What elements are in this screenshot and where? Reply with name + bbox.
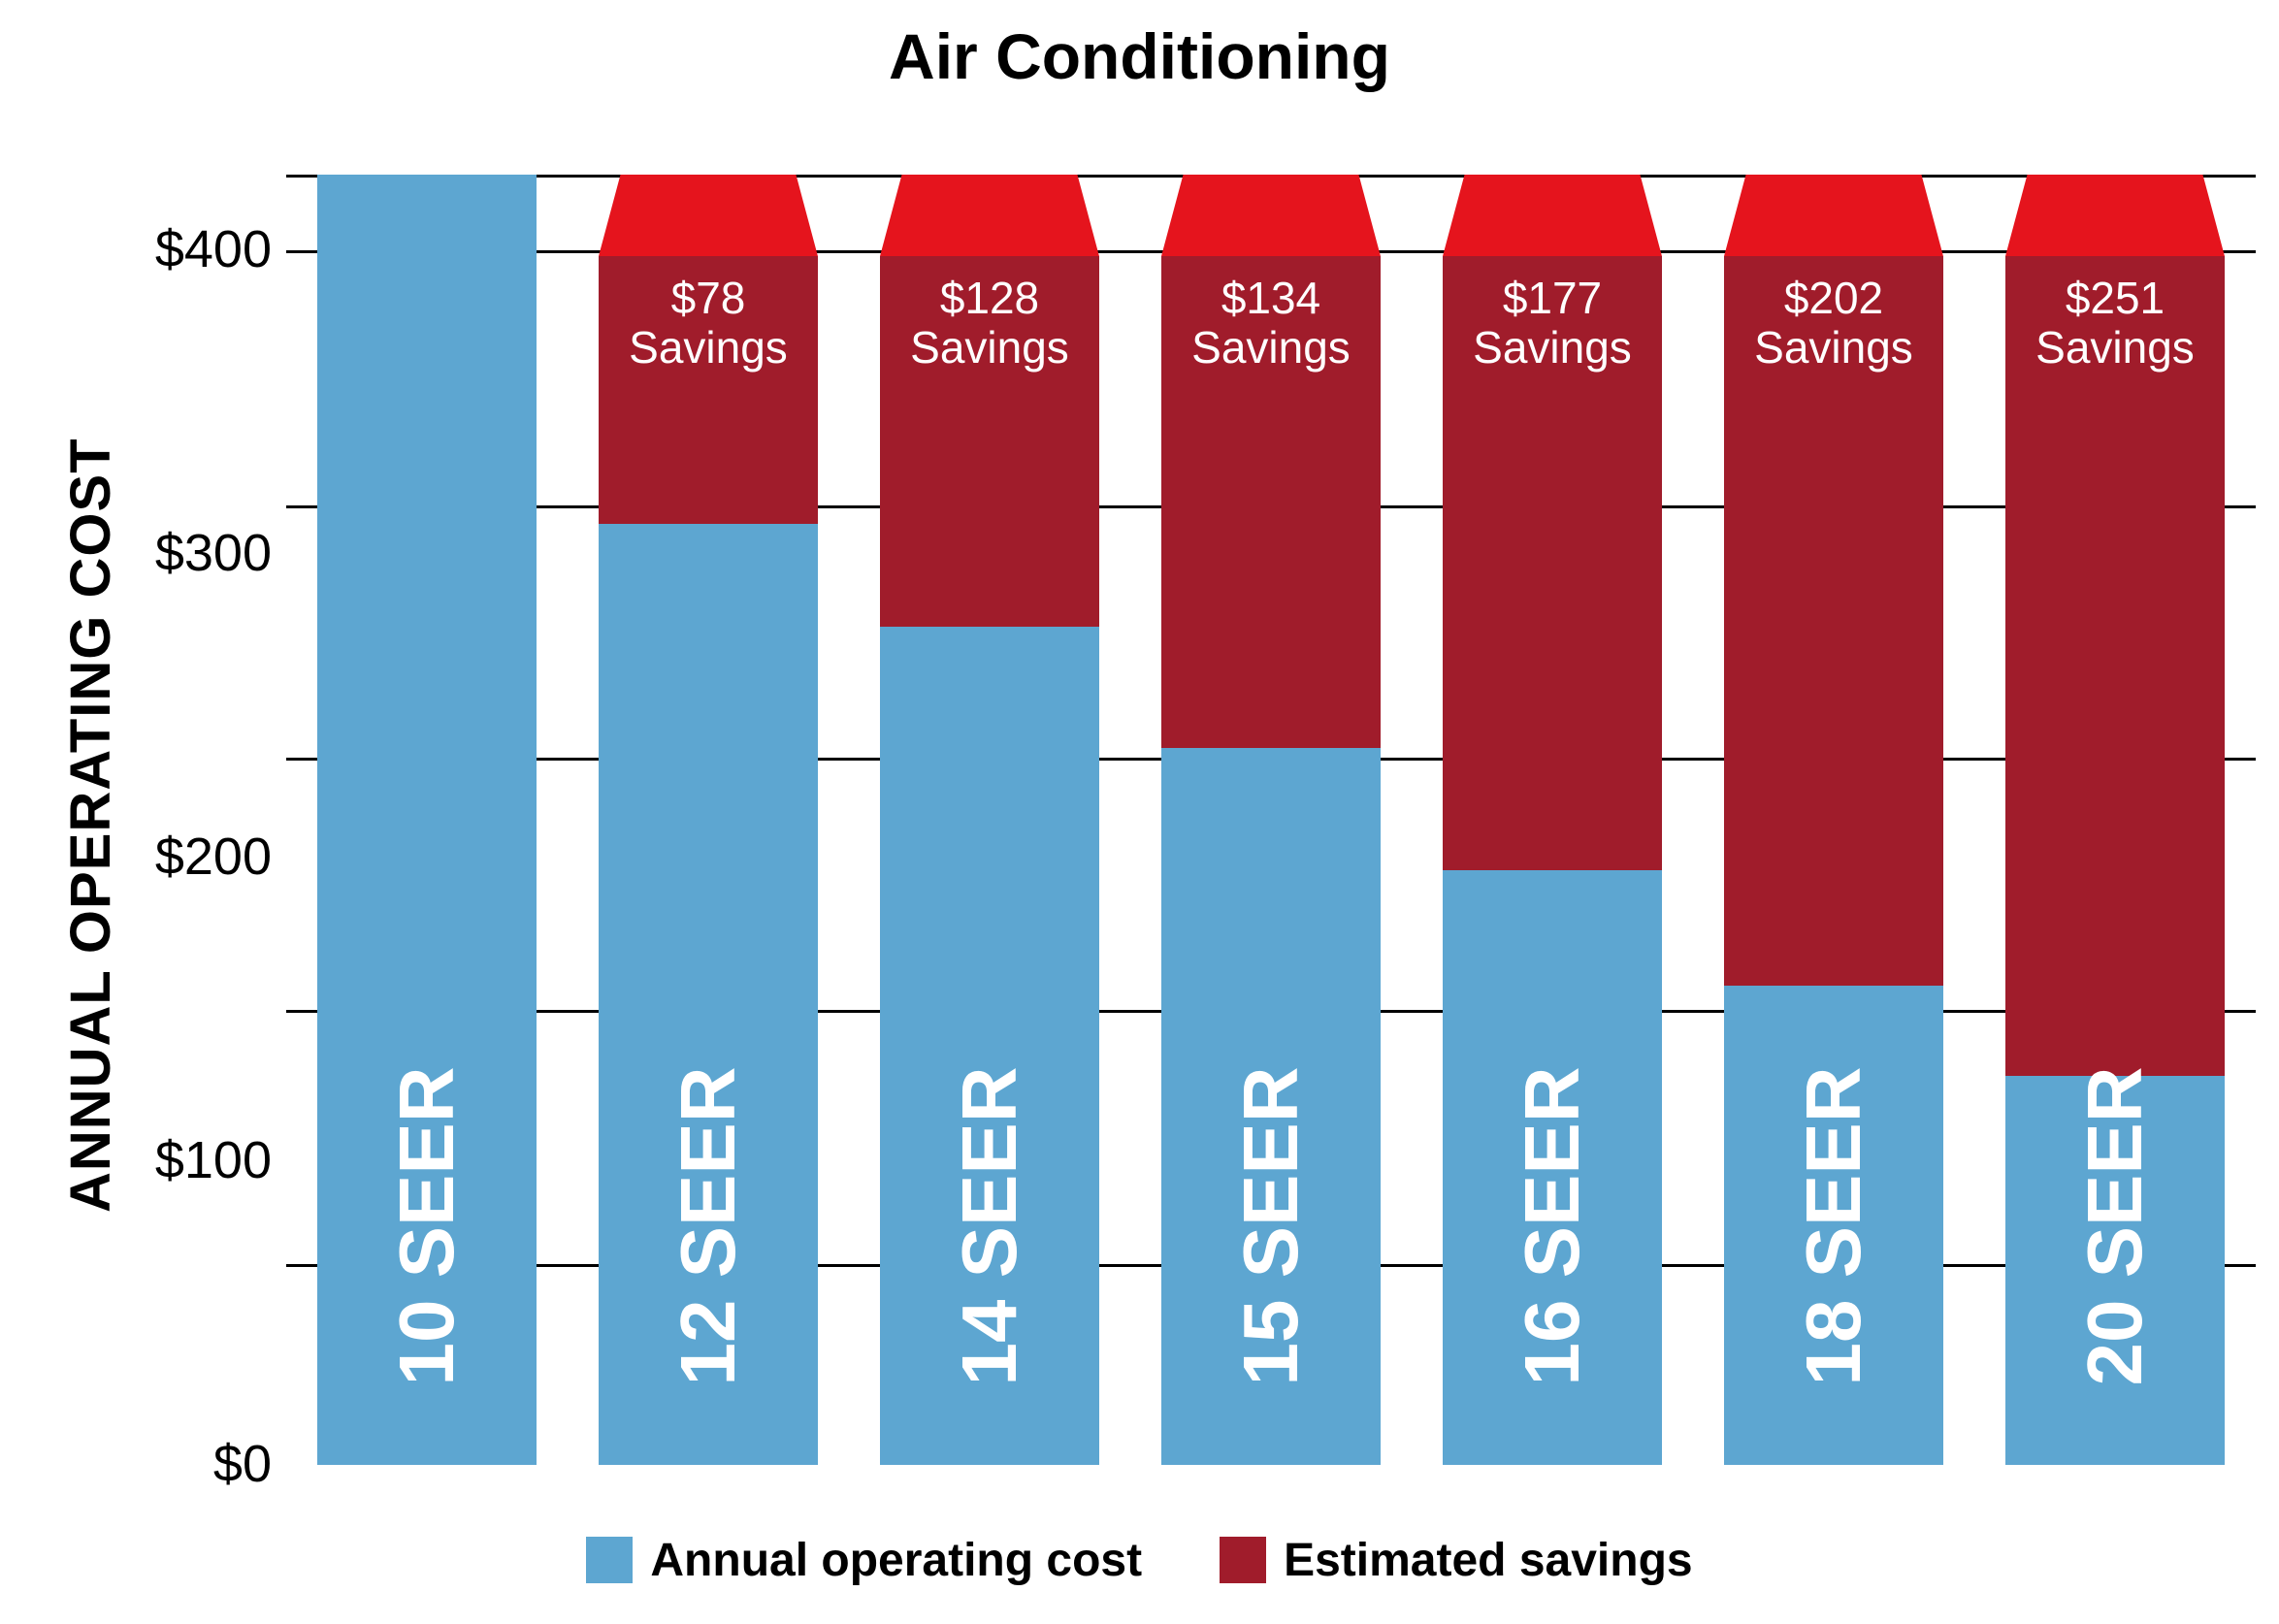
- bar-group: 10 SEER: [317, 175, 537, 1465]
- y-tick-label: $200: [155, 827, 272, 887]
- category-label: 14 SEER: [945, 1066, 1034, 1385]
- savings-amount: $78: [671, 273, 746, 323]
- cap-shape: [2005, 175, 2225, 256]
- category-label: 20 SEER: [2070, 1066, 2160, 1385]
- savings-word: Savings: [2035, 322, 2195, 373]
- savings-bar: [2005, 256, 2225, 1076]
- category-label: 15 SEER: [1226, 1066, 1316, 1385]
- category-label: 12 SEER: [664, 1066, 753, 1385]
- chart-container: Air Conditioning ANNUAL OPERATING COST 1…: [0, 0, 2279, 1624]
- savings-word: Savings: [1754, 322, 1913, 373]
- bar-group: $78Savings 12 SEER: [599, 175, 818, 1465]
- bar-group: $251Savings 20 SEER: [2005, 175, 2225, 1465]
- legend-label: Estimated savings: [1284, 1534, 1693, 1587]
- savings-amount: $128: [940, 273, 1039, 323]
- savings-label: $202Savings: [1724, 274, 1943, 372]
- category-label: 16 SEER: [1508, 1066, 1597, 1385]
- y-tick-label: $0: [213, 1434, 272, 1494]
- savings-amount: $202: [1784, 273, 1883, 323]
- y-tick-label: $100: [155, 1130, 272, 1190]
- savings-amount: $251: [2066, 273, 2165, 323]
- cap-shape: [1724, 175, 1943, 256]
- y-tick-label: $300: [155, 523, 272, 583]
- bar-group: $202Savings 18 SEER: [1724, 175, 1943, 1465]
- cap-shape: [1443, 175, 1662, 256]
- y-tick-label: $400: [155, 219, 272, 279]
- bar-group: $177Savings 16 SEER: [1443, 175, 1662, 1465]
- savings-label: $134Savings: [1161, 274, 1381, 372]
- savings-word: Savings: [910, 322, 1069, 373]
- savings-label: $78Savings: [599, 274, 818, 372]
- savings-word: Savings: [1473, 322, 1632, 373]
- legend: Annual operating cost Estimated savings: [0, 1534, 2279, 1596]
- cap-shape: [599, 175, 818, 256]
- bar-group: $128Savings 14 SEER: [880, 175, 1099, 1465]
- legend-label: Annual operating cost: [650, 1534, 1142, 1587]
- legend-item: Estimated savings: [1220, 1534, 1693, 1587]
- cap-shape: [880, 175, 1099, 256]
- savings-word: Savings: [1191, 322, 1351, 373]
- legend-swatch: [1220, 1537, 1266, 1583]
- bar-group: $134Savings 15 SEER: [1161, 175, 1381, 1465]
- savings-label: $251Savings: [2005, 274, 2225, 372]
- y-axis-title: ANNUAL OPERATING COST: [58, 438, 123, 1213]
- savings-label: $128Savings: [880, 274, 1099, 372]
- legend-item: Annual operating cost: [586, 1534, 1142, 1587]
- savings-label: $177Savings: [1443, 274, 1662, 372]
- cap-shape: [1161, 175, 1381, 256]
- plot-area: 10 SEER$78Savings12 SEER$128Savings14 SE…: [286, 175, 2256, 1465]
- category-label: 18 SEER: [1789, 1066, 1878, 1385]
- chart-title: Air Conditioning: [0, 19, 2279, 93]
- legend-swatch: [586, 1537, 633, 1583]
- savings-amount: $134: [1221, 273, 1320, 323]
- savings-word: Savings: [629, 322, 788, 373]
- savings-amount: $177: [1503, 273, 1602, 323]
- category-label: 10 SEER: [382, 1066, 472, 1385]
